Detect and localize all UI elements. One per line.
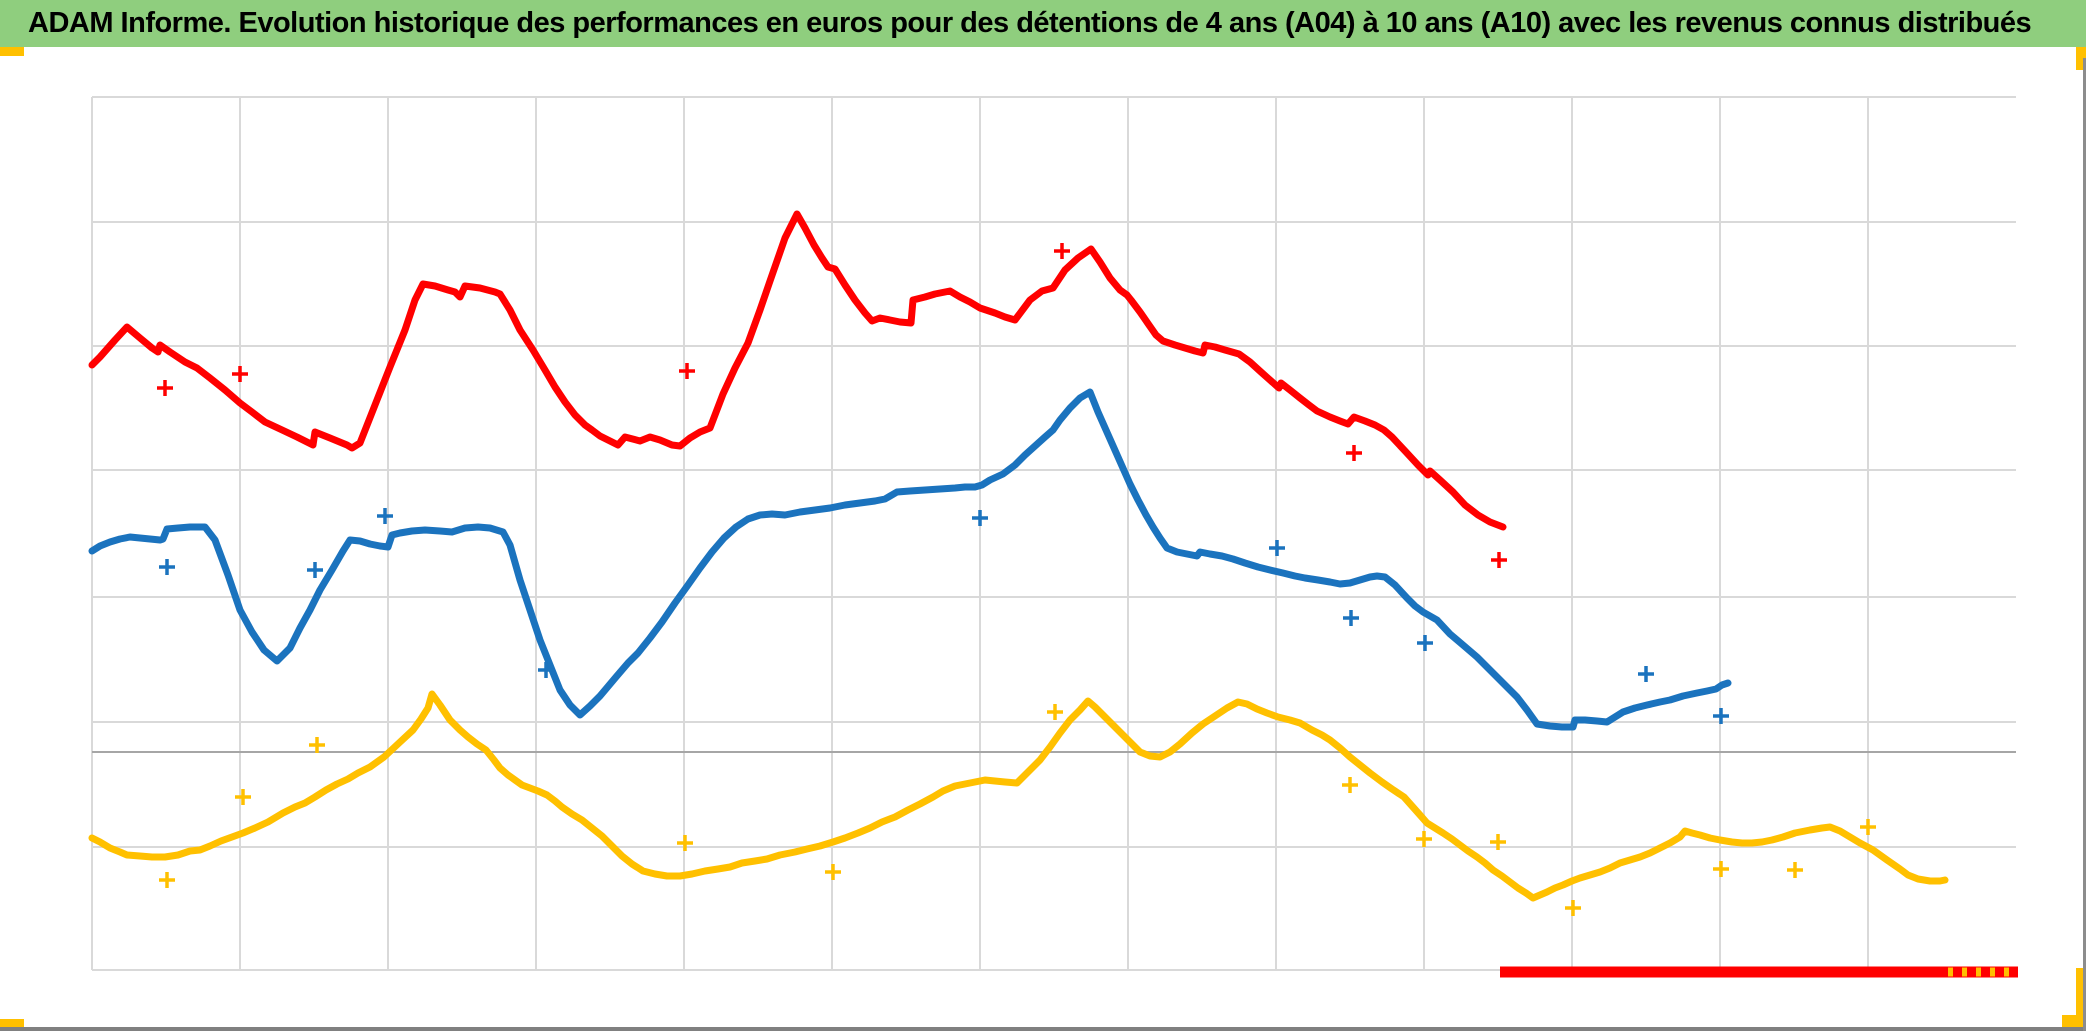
corner-mark-bottom-right-foot [2062, 1015, 2086, 1028]
corner-mark-bottom-left [0, 1019, 24, 1028]
corner-mark-bottom-right-vertical [2076, 968, 2086, 1028]
corner-mark-top-right [2076, 47, 2086, 70]
window-bottom-bar [0, 1027, 2086, 1031]
chart-title: ADAM Informe. Evolution historique des p… [28, 7, 2032, 39]
series-yellow-line[interactable] [88, 690, 1949, 902]
corner-mark-top-left [0, 47, 24, 56]
series-blue-line[interactable] [88, 388, 1732, 731]
series-yellow[interactable] [88, 690, 2014, 977]
title-bar: ADAM Informe. Evolution historique des p… [0, 0, 2086, 47]
series-red[interactable] [88, 210, 2018, 978]
series-blue[interactable] [88, 388, 1732, 731]
grid-layer [91, 96, 2016, 971]
window-right-border [2083, 58, 2086, 1031]
series-red-line[interactable] [88, 210, 1507, 531]
